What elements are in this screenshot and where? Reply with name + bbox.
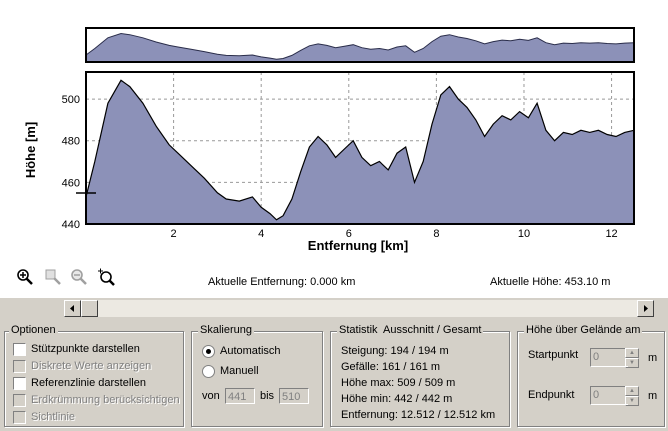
terrain-height-group: Höhe über Gelände am Startpunkt 0 ▲ ▼ m E… [517, 324, 665, 427]
scaling-title: Skalierung [198, 324, 254, 336]
overview-chart[interactable] [85, 32, 635, 63]
stat-min-height: Höhe min: 442 / 442 m [341, 393, 453, 405]
label-referenzlinie: Referenzlinie darstellen [31, 377, 146, 389]
plot-frame [85, 71, 635, 225]
label-to: bis [260, 390, 275, 402]
radio-automatic[interactable] [202, 345, 215, 358]
x-tick-label: 4 [258, 228, 264, 240]
chart-frames [85, 27, 635, 225]
x-ticks: 2 4 6 8 10 12 [171, 228, 618, 240]
overview-frame [85, 27, 635, 63]
end-unit: m [648, 390, 658, 402]
elevation-chart[interactable]: 500 480 460 440 2 4 6 8 10 12 Höhe [m] Entfernun… [0, 0, 668, 298]
label-stuetzpunkte: Stützpunkte darstellen [31, 343, 140, 355]
elevation-area [85, 79, 635, 224]
scroll-thumb[interactable] [81, 300, 98, 317]
elevation-fill [86, 80, 634, 224]
arrow-right-icon [644, 305, 648, 312]
current-distance: Aktuelle Entfernung: 0.000 km [208, 276, 356, 288]
zoom-box-icon [45, 269, 61, 285]
scroll-right-button[interactable] [637, 300, 654, 317]
start-point-spinner[interactable]: ▲ ▼ [625, 348, 639, 368]
options-group: Optionen Stützpunkte darstellen Diskrete… [4, 324, 184, 427]
scroll-left-button[interactable] [64, 300, 81, 317]
terrain-title: Höhe über Gelände am [524, 324, 643, 336]
stat-descent: Gefälle: 161 / 161 m [341, 361, 441, 373]
spin-down-icon[interactable]: ▼ [625, 358, 639, 368]
elevation-line [85, 79, 635, 221]
label-automatic: Automatisch [220, 345, 281, 357]
x-tick-label: 6 [346, 228, 352, 240]
x-tick-label: 8 [433, 228, 439, 240]
spin-up-icon[interactable]: ▲ [625, 348, 639, 358]
label-manual: Manuell [220, 365, 259, 377]
label-sichtlinie: Sichtlinie [31, 411, 76, 423]
label-erdkruemmung: Erdkrümmung berücksichtigen [31, 394, 180, 406]
checkbox-erdkruemmung [13, 394, 26, 407]
checkbox-sichtlinie [13, 411, 26, 424]
statistics-group: Statistik Ausschnitt / Gesamt Steigung: … [330, 324, 510, 427]
x-tick-label: 10 [518, 228, 530, 240]
end-point-spinner[interactable]: ▲ ▼ [625, 386, 639, 406]
label-start-point: Startpunkt [528, 349, 579, 361]
stat-distance: Entfernung: 12.512 / 12.512 km [341, 409, 496, 421]
to-input[interactable]: 510 [279, 388, 309, 404]
y-tick-label: 480 [62, 136, 80, 148]
from-input[interactable]: 441 [225, 388, 255, 404]
y-tick-label: 500 [62, 94, 80, 106]
zoom-in-icon[interactable] [16, 268, 34, 286]
stat-max-height: Höhe max: 509 / 509 m [341, 377, 456, 389]
checkbox-referenzlinie[interactable] [13, 377, 26, 390]
stat-ascent: Steigung: 194 / 194 m [341, 345, 449, 357]
x-axis-label: Entfernung [km] [308, 238, 408, 253]
spin-down-icon[interactable]: ▼ [625, 396, 639, 406]
zoom-out-icon [71, 269, 87, 285]
scaling-group: Skalierung Automatisch Manuell von 441 b… [191, 324, 323, 427]
start-unit: m [648, 352, 658, 364]
x-tick-label: 12 [605, 228, 617, 240]
statistics-title: Statistik Ausschnitt / Gesamt [337, 324, 484, 336]
overview-line [85, 32, 635, 60]
x-tick-label: 2 [171, 228, 177, 240]
spin-up-icon[interactable]: ▲ [625, 386, 639, 396]
y-tick-label: 460 [62, 177, 80, 189]
current-height: Aktuelle Höhe: 453.10 m [490, 276, 611, 288]
overview-fill [86, 33, 634, 62]
profile-chart-panel: 500 480 460 440 2 4 6 8 10 12 Höhe [m] Entfernun… [0, 0, 668, 298]
checkbox-stuetzpunkte[interactable] [13, 343, 26, 356]
radio-manual[interactable] [202, 365, 215, 378]
horizontal-scrollbar[interactable] [64, 300, 654, 317]
label-diskrete-werte: Diskrete Werte anzeigen [31, 360, 152, 372]
end-point-input[interactable]: 0 [590, 386, 628, 405]
y-tick-label: 440 [62, 219, 80, 231]
label-from: von [202, 390, 220, 402]
label-end-point: Endpunkt [528, 389, 575, 401]
y-axis-label: Höhe [m] [23, 122, 38, 178]
y-ticks: 500 480 460 440 [62, 94, 80, 231]
arrow-left-icon [70, 305, 74, 312]
start-point-input[interactable]: 0 [590, 348, 628, 367]
zoom-reset-icon[interactable] [97, 268, 115, 286]
checkbox-diskrete-werte [13, 360, 26, 373]
options-title: Optionen [9, 324, 58, 336]
